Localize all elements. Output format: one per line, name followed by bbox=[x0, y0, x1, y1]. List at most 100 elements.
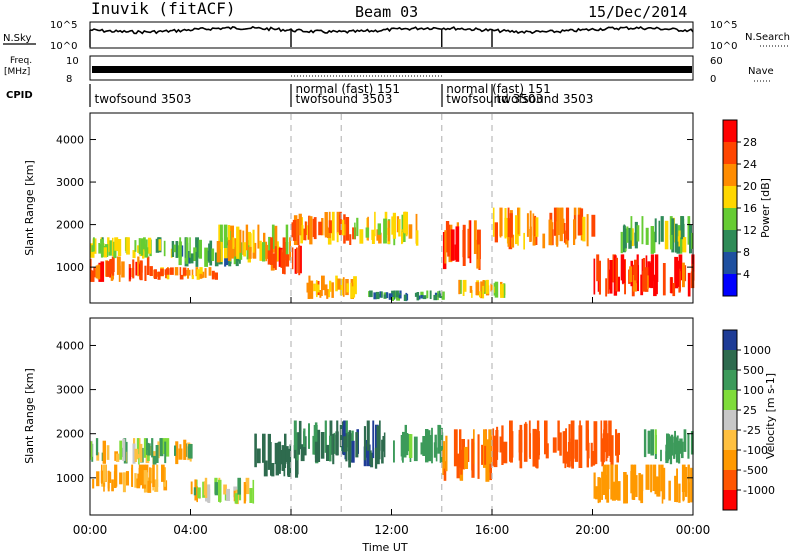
power-cell-1-6 bbox=[118, 239, 121, 256]
power-cell-2-31 bbox=[175, 267, 179, 275]
power-cell-9-27 bbox=[381, 291, 383, 297]
velocity-colorbar-swatch-0 bbox=[723, 330, 737, 351]
noise-tick-right-top: 10^5 bbox=[710, 20, 737, 31]
velocity-cell-1-47 bbox=[164, 442, 166, 464]
nsearch-label: N.Search bbox=[745, 32, 790, 43]
power-colorbar-tick-label-4: 12 bbox=[743, 224, 757, 237]
power-cell-4-32 bbox=[253, 230, 255, 253]
power-cell-0-25 bbox=[147, 257, 150, 276]
power-cell-13-21 bbox=[621, 254, 625, 280]
power-cell-1-45 bbox=[126, 237, 130, 254]
velocity-cell-7-27 bbox=[484, 446, 486, 465]
velocity-colorbar-tick-label-3: 25 bbox=[743, 404, 757, 417]
velocity-cell-9-28 bbox=[662, 476, 664, 504]
velocity-cell-9-22 bbox=[646, 465, 648, 490]
power-cell-8-34 bbox=[393, 213, 396, 239]
velocity-cell-1-41 bbox=[122, 439, 125, 461]
velocity-cell-9-44 bbox=[690, 468, 692, 503]
power-cell-1-47 bbox=[91, 245, 93, 252]
power-cell-8-32 bbox=[403, 212, 406, 233]
xtick-label-3: 12:00 bbox=[374, 523, 409, 537]
velocity-cell-10-24 bbox=[650, 429, 654, 455]
velocity-cell-4-13 bbox=[312, 436, 315, 455]
power-cell-3-21 bbox=[199, 240, 202, 259]
power-cell-7-22 bbox=[308, 276, 310, 290]
velocity-cell-8-25 bbox=[504, 442, 508, 464]
power-cell-14-7 bbox=[665, 221, 669, 250]
velocity-cell-8-61 bbox=[525, 422, 527, 456]
velocity-cell-3-20 bbox=[278, 446, 281, 474]
power-cell-4-30 bbox=[236, 227, 239, 259]
freq-label: Freq. bbox=[10, 56, 32, 66]
velocity-cell-1-52 bbox=[91, 441, 93, 460]
power-cell-10-8 bbox=[451, 229, 455, 260]
power-cell-5-13 bbox=[270, 237, 273, 265]
velocity-cell-10-26 bbox=[679, 439, 683, 454]
power-cell-4-18 bbox=[232, 237, 234, 249]
power-cell-8-30 bbox=[378, 223, 381, 234]
power-cell-9-5 bbox=[369, 291, 373, 298]
power-cell-8-29 bbox=[409, 224, 413, 238]
power-cell-13-43 bbox=[642, 271, 645, 292]
power-cell-1-38 bbox=[141, 238, 143, 255]
power-cell-7-26 bbox=[317, 285, 320, 293]
velocity-cell-7-21 bbox=[464, 447, 468, 469]
velocity-cell-1-18 bbox=[160, 438, 162, 454]
power-cell-13-53 bbox=[629, 266, 632, 282]
power-cell-13-36 bbox=[599, 261, 601, 295]
velocity-cell-2-23 bbox=[253, 480, 255, 504]
velocity-cell-3-21 bbox=[268, 434, 271, 470]
power-cell-6-30 bbox=[309, 216, 312, 244]
velocity-cell-8-60 bbox=[501, 425, 503, 465]
power-cell-8-18 bbox=[416, 230, 419, 245]
velocity-cell-3-23 bbox=[254, 434, 257, 468]
power-ylabel: Slant Range [km] bbox=[23, 160, 36, 256]
velocity-cell-5-16 bbox=[349, 430, 351, 456]
power-cell-0-22 bbox=[121, 261, 125, 277]
velocity-cell-2-25 bbox=[249, 488, 252, 503]
power-cell-4-28 bbox=[239, 230, 241, 253]
velocity-heatmap bbox=[90, 421, 693, 505]
power-cell-12-45 bbox=[533, 213, 535, 235]
power-cell-2-12 bbox=[212, 271, 215, 280]
power-cell-12-50 bbox=[510, 213, 513, 237]
velocity-cell-2-30 bbox=[205, 478, 207, 498]
power-cell-12-51 bbox=[549, 220, 553, 246]
power-cell-4-40 bbox=[243, 242, 246, 256]
velocity-cell-10-23 bbox=[676, 446, 679, 462]
beam-title: Beam 03 bbox=[355, 3, 418, 21]
power-colorbar-swatch-5 bbox=[723, 230, 737, 253]
velocity-cell-7-17 bbox=[471, 439, 474, 471]
power-cell-9-25 bbox=[377, 294, 380, 299]
power-cell-7-25 bbox=[326, 289, 328, 299]
cpid-label-0: twofsound 3503 bbox=[95, 92, 192, 106]
power-cell-8-6 bbox=[354, 223, 356, 239]
power-cell-13-48 bbox=[688, 273, 691, 297]
velocity-cell-4-33 bbox=[317, 430, 320, 462]
velocity-cell-5-17 bbox=[384, 433, 386, 458]
velocity-cell-4-30 bbox=[299, 421, 302, 449]
power-cell-6-29 bbox=[329, 220, 333, 233]
velocity-ytick-label-3: 4000 bbox=[56, 339, 84, 352]
velocity-cell-0-31 bbox=[152, 465, 155, 487]
power-cell-10-17 bbox=[456, 226, 460, 261]
velocity-cell-0-38 bbox=[139, 468, 141, 487]
power-cell-8-20 bbox=[372, 234, 375, 244]
velocity-cell-8-54 bbox=[553, 437, 557, 452]
power-cell-6-10 bbox=[337, 232, 339, 242]
velocity-cell-9-5 bbox=[594, 473, 596, 499]
velocity-cell-3-7 bbox=[262, 434, 266, 463]
power-cell-13-51 bbox=[655, 254, 658, 282]
power-cell-8-25 bbox=[366, 228, 370, 238]
velocity-colorbar-swatch-5 bbox=[723, 430, 737, 451]
power-cell-1-36 bbox=[114, 237, 117, 250]
xtick-label-1: 04:00 bbox=[173, 523, 208, 537]
velocity-cell-3-18 bbox=[290, 444, 292, 476]
power-cell-1-14 bbox=[98, 243, 100, 254]
power-cell-4-27 bbox=[286, 225, 289, 257]
power-cell-11-13 bbox=[476, 282, 480, 295]
cpid-label: CPID bbox=[6, 90, 33, 101]
power-cell-10-10 bbox=[462, 230, 465, 257]
velocity-cell-1-46 bbox=[119, 441, 122, 460]
power-cell-1-33 bbox=[100, 239, 104, 254]
